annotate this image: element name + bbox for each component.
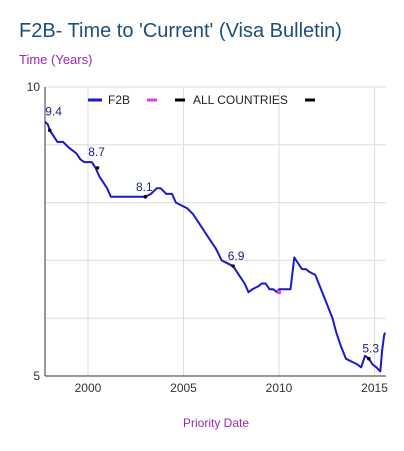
x-tick-label: 2010 — [266, 381, 293, 395]
data-point-marker — [231, 264, 235, 268]
data-point-marker — [95, 166, 100, 170]
axes — [44, 87, 386, 377]
legend[interactable]: F2B ALL COUNTRIES — [88, 93, 315, 107]
legend-label-all-countries[interactable]: ALL COUNTRIES — [193, 93, 288, 107]
x-axis-title: Priority Date — [183, 416, 249, 430]
chart-title: F2B- Time to 'Current' (Visa Bulletin) — [19, 20, 342, 42]
grid-lines — [45, 86, 386, 377]
data-point-marker — [143, 195, 148, 199]
data-label: 9.4 — [45, 105, 62, 119]
data-point-marker — [367, 356, 371, 361]
x-tick-label: 2000 — [75, 381, 102, 395]
data-markers — [47, 128, 371, 361]
series-line-f2b — [44, 120, 386, 373]
tick-labels: 2000 2005 2010 2015 5 10 — [27, 80, 389, 395]
data-labels: 9.4 8.7 8.1 6.9 5.3 — [45, 105, 379, 356]
data-label: 6.9 — [228, 249, 245, 263]
data-label: 5.3 — [362, 342, 379, 356]
y-tick-label: 10 — [27, 80, 41, 94]
data-label: 8.7 — [88, 145, 105, 159]
series-lines — [44, 120, 386, 373]
series-point-all-countries — [276, 289, 282, 295]
data-point-marker — [47, 128, 52, 133]
y-tick-label: 5 — [33, 369, 40, 383]
x-tick-label: 2015 — [361, 381, 388, 395]
y-axis-title: Time (Years) — [19, 52, 93, 67]
x-tick-label: 2005 — [170, 381, 197, 395]
data-label: 8.1 — [136, 180, 153, 194]
legend-label-f2b[interactable]: F2B — [108, 93, 130, 107]
